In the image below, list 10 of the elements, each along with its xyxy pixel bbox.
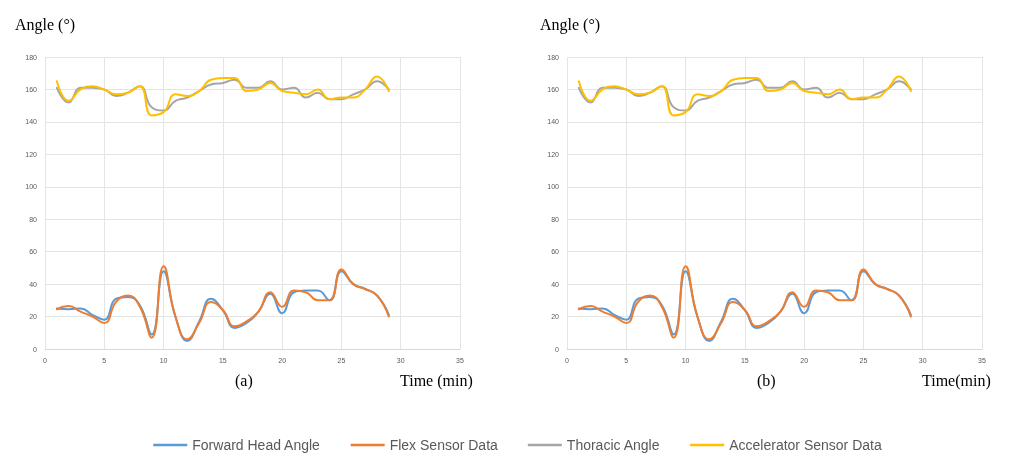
legend-label: Flex Sensor Data: [389, 437, 499, 453]
y-axis-title: Angle (°): [15, 15, 76, 34]
legend-label: Accelerator Sensor Data: [729, 437, 882, 453]
text: (a): [235, 371, 253, 390]
y-axis-title: Angle (°): [540, 15, 601, 34]
x-axis-title: Time(min): [922, 371, 991, 390]
legend-label: Forward Head Angle: [192, 437, 321, 453]
x-axis-title: Time (min): [400, 371, 473, 390]
legend-label: Thoracic Angle: [566, 437, 660, 453]
text: (b): [757, 371, 776, 390]
